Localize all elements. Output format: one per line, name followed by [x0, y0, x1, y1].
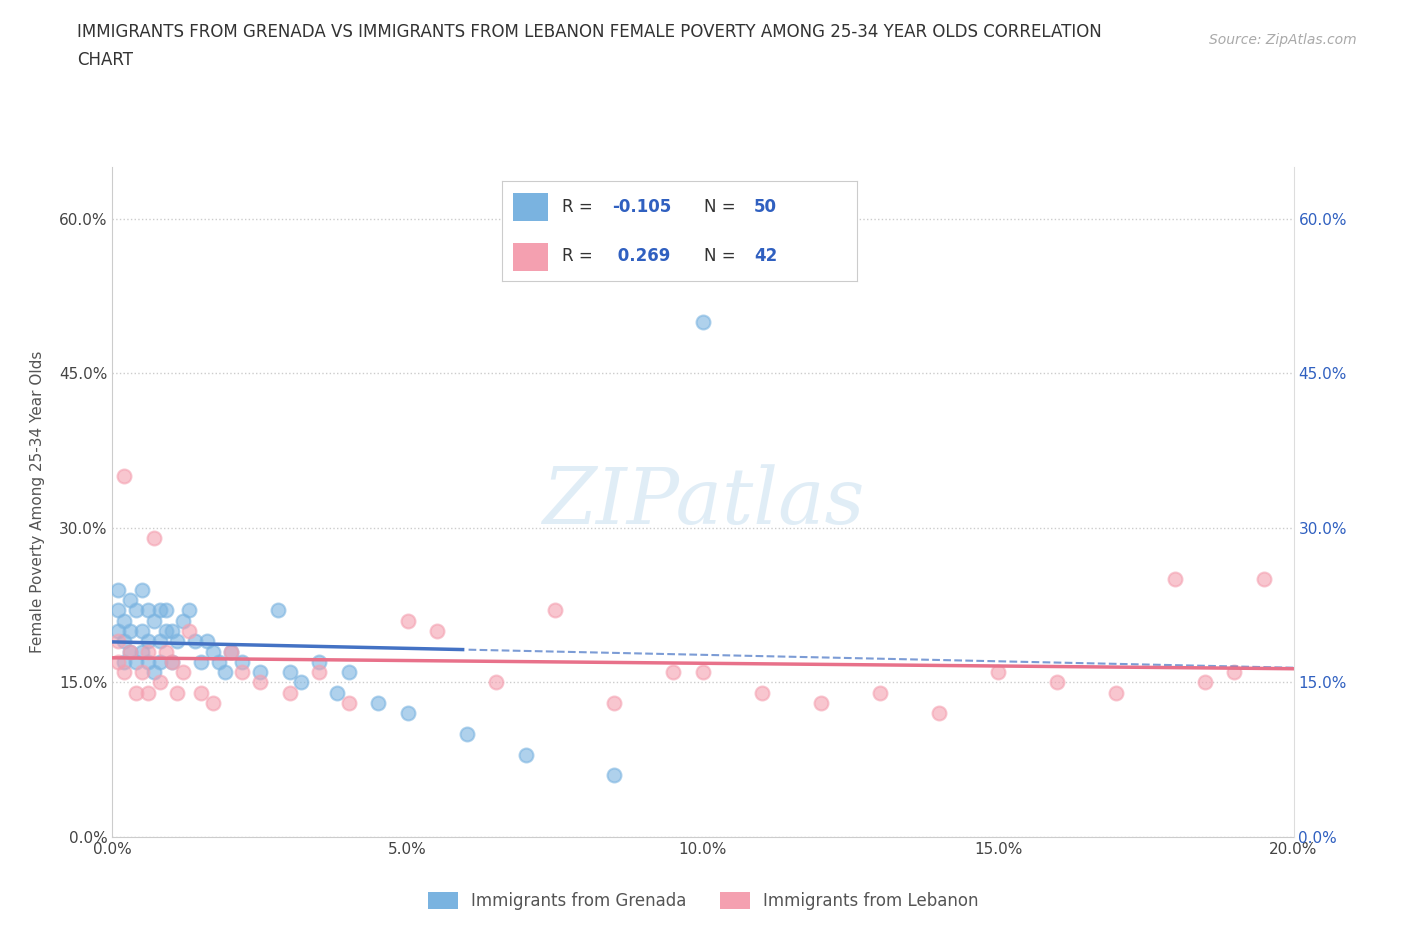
Point: [172, 613, 194, 628]
Point: [125, 685, 148, 700]
Point: [326, 685, 349, 700]
Point: [190, 685, 212, 700]
Point: [426, 623, 449, 638]
Point: [396, 613, 419, 628]
Point: [544, 603, 567, 618]
Point: [485, 675, 508, 690]
Point: [367, 696, 389, 711]
Point: [107, 582, 129, 597]
Point: [142, 531, 165, 546]
Point: [179, 623, 201, 638]
Text: IMMIGRANTS FROM GRENADA VS IMMIGRANTS FROM LEBANON FEMALE POVERTY AMONG 25-34 YE: IMMIGRANTS FROM GRENADA VS IMMIGRANTS FR…: [77, 23, 1102, 41]
Point: [149, 655, 172, 670]
Point: [290, 675, 312, 690]
Point: [155, 623, 177, 638]
Point: [131, 665, 153, 680]
Point: [869, 685, 891, 700]
Point: [172, 665, 194, 680]
Point: [131, 644, 153, 659]
Point: [136, 634, 159, 649]
Point: [136, 685, 159, 700]
Point: [131, 623, 153, 638]
Point: [396, 706, 419, 721]
Point: [928, 706, 950, 721]
Point: [112, 665, 135, 680]
Text: Source: ZipAtlas.com: Source: ZipAtlas.com: [1209, 33, 1357, 46]
Point: [112, 655, 135, 670]
Point: [120, 644, 142, 659]
Point: [120, 644, 142, 659]
Point: [131, 582, 153, 597]
Point: [112, 469, 135, 484]
Point: [1046, 675, 1069, 690]
Point: [136, 655, 159, 670]
Point: [136, 603, 159, 618]
Text: CHART: CHART: [77, 51, 134, 69]
Point: [603, 696, 626, 711]
Point: [751, 685, 773, 700]
Point: [149, 675, 172, 690]
Point: [160, 655, 183, 670]
Point: [184, 634, 207, 649]
Point: [603, 768, 626, 783]
Point: [112, 634, 135, 649]
Point: [142, 613, 165, 628]
Point: [201, 644, 224, 659]
Point: [160, 623, 183, 638]
Point: [662, 665, 685, 680]
Point: [231, 655, 253, 670]
Point: [155, 603, 177, 618]
Point: [120, 623, 142, 638]
Point: [195, 634, 218, 649]
Point: [142, 665, 165, 680]
Point: [208, 655, 231, 670]
Point: [107, 623, 129, 638]
Point: [125, 655, 148, 670]
Text: ZIPatlas: ZIPatlas: [541, 464, 865, 540]
Point: [337, 696, 360, 711]
Point: [810, 696, 832, 711]
Legend: Immigrants from Grenada, Immigrants from Lebanon: Immigrants from Grenada, Immigrants from…: [420, 885, 986, 917]
Point: [267, 603, 290, 618]
Point: [1105, 685, 1128, 700]
Point: [278, 685, 301, 700]
Point: [456, 726, 478, 741]
Y-axis label: Female Poverty Among 25-34 Year Olds: Female Poverty Among 25-34 Year Olds: [31, 351, 45, 654]
Point: [120, 592, 142, 607]
Point: [219, 644, 242, 659]
Point: [107, 634, 129, 649]
Point: [308, 655, 330, 670]
Point: [155, 644, 177, 659]
Point: [1223, 665, 1246, 680]
Point: [107, 603, 129, 618]
Point: [249, 665, 271, 680]
Point: [692, 314, 714, 329]
Point: [515, 747, 537, 762]
Point: [190, 655, 212, 670]
Point: [987, 665, 1010, 680]
Point: [107, 655, 129, 670]
Point: [149, 603, 172, 618]
Point: [149, 634, 172, 649]
Point: [179, 603, 201, 618]
Point: [231, 665, 253, 680]
Point: [214, 665, 236, 680]
Point: [692, 665, 714, 680]
Point: [1194, 675, 1216, 690]
Point: [1164, 572, 1187, 587]
Point: [337, 665, 360, 680]
Point: [1253, 572, 1275, 587]
Point: [160, 655, 183, 670]
Point: [249, 675, 271, 690]
Point: [278, 665, 301, 680]
Point: [136, 644, 159, 659]
Point: [112, 613, 135, 628]
Point: [166, 634, 188, 649]
Point: [219, 644, 242, 659]
Point: [308, 665, 330, 680]
Point: [125, 603, 148, 618]
Point: [166, 685, 188, 700]
Point: [201, 696, 224, 711]
